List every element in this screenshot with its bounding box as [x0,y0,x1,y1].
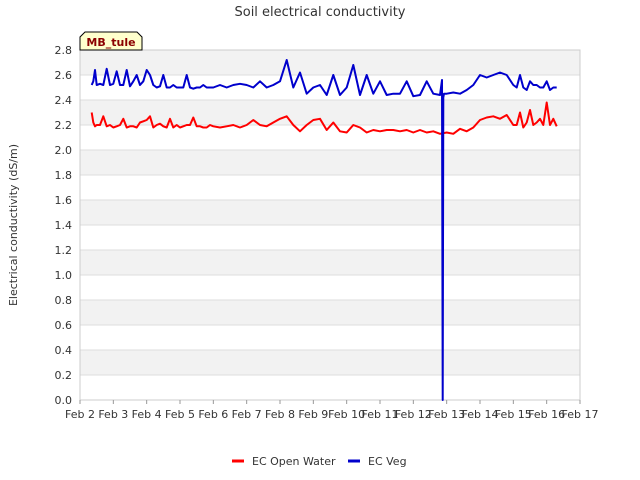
x-tick-label: Feb 2 [65,408,95,421]
plot-band [80,50,580,75]
plot-band [80,350,580,375]
plot-band [80,150,580,175]
y-tick-label: 0.8 [55,294,73,307]
x-tick-label: Feb 3 [98,408,128,421]
x-tick-label: Feb 11 [362,408,399,421]
site-label: MB_tule [86,36,135,49]
plot-band [80,225,580,250]
y-axis-ticks: 0.0 0.2 0.4 0.6 0.8 1.0 1.2 1.4 1.6 1.8 2.0 2.2 2.4 2… [55,44,73,407]
legend: EC Open Water EC Veg [232,455,407,468]
x-tick-label: Feb 16 [528,408,565,421]
series-line-ec-open-water [90,101,558,135]
y-tick-label: 1.0 [55,269,73,282]
y-tick-label: 2.2 [55,119,73,132]
y-tick-label: 0.6 [55,319,73,332]
y-tick-label: 0.4 [55,344,73,357]
plot-band [80,275,580,300]
site-label-box: MB_tule [79,31,143,51]
plot-band [80,175,580,200]
plot-frame [79,49,581,401]
plot-band [80,325,580,350]
legend-label: EC Open Water [252,455,336,468]
x-axis-ticks: Feb 2 Feb 3 Feb 4 Feb 5 Feb 6 Feb 7 Feb 8 Feb 9… [65,400,598,421]
x-tick-label: Feb 13 [428,408,465,421]
x-tick-label: Feb 10 [328,408,365,421]
y-tick-label: 1.8 [55,169,73,182]
x-tick-label: Feb 12 [395,408,432,421]
y-tick-label: 1.4 [55,219,73,232]
plot-band [80,375,580,400]
x-tick-label: Feb 6 [198,408,228,421]
plot-band [80,250,580,275]
x-tick-label: Feb 15 [495,408,532,421]
plot-band [80,300,580,325]
y-tick-label: 0.0 [55,394,73,407]
plot-band [80,200,580,225]
y-tick-label: 2.6 [55,69,73,82]
x-tick-label: Feb 14 [462,408,499,421]
y-tick-label: 2.4 [55,94,73,107]
x-tick-label: Feb 7 [232,408,262,421]
plot-background-bands [80,50,580,400]
series-layer [90,59,558,401]
legend-label: EC Veg [368,455,407,468]
y-tick-label: 2.0 [55,144,73,157]
y-axis-label: Electrical conductivity (dS/m) [7,144,20,306]
plot-band [80,100,580,125]
x-tick-label: Feb 17 [562,408,599,421]
series-line-ec-veg [90,59,557,401]
y-tick-label: 0.2 [55,369,73,382]
x-tick-label: Feb 9 [298,408,328,421]
chart-title: Soil electrical conductivity [234,5,405,20]
y-tick-label: 1.6 [55,194,73,207]
x-tick-label: Feb 5 [165,408,195,421]
y-tick-label: 2.8 [55,44,73,57]
x-tick-label: Feb 8 [265,408,295,421]
y-tick-label: 1.2 [55,244,73,257]
plot-band [80,125,580,150]
x-tick-label: Feb 4 [132,408,162,421]
